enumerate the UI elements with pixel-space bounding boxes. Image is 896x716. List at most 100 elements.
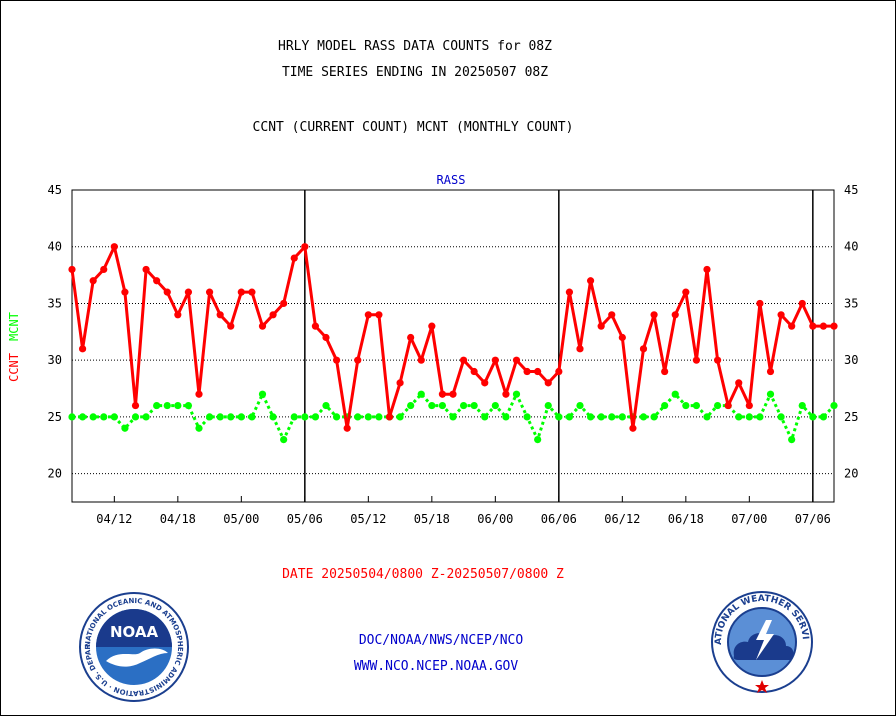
y-tick-label-left: 30 [48,353,62,367]
data-point-mcnt [819,413,828,421]
data-point-mcnt [830,401,838,410]
data-point-mcnt [618,413,626,421]
data-point-ccnt [290,254,298,262]
data-point-ccnt [629,424,637,432]
data-point-ccnt [459,356,468,364]
data-point-ccnt [438,390,447,398]
data-point-mcnt [417,390,425,398]
y-axis-label-ccnt: CCNT [7,353,21,382]
data-point-ccnt [184,288,193,296]
data-point-ccnt [597,322,605,330]
data-point-ccnt [576,345,584,353]
data-point-ccnt [407,333,415,342]
data-point-mcnt [481,413,489,421]
nws-star-icon [755,680,769,693]
data-point-mcnt [258,390,267,398]
data-point-ccnt [735,379,743,387]
y-tick-label-right: 25 [844,410,858,424]
data-point-mcnt [375,413,383,421]
data-point-mcnt [110,413,118,421]
data-point-ccnt [174,311,182,319]
data-point-ccnt [491,356,499,364]
y-tick-label-left: 20 [48,467,62,481]
data-point-mcnt [713,401,722,410]
data-point-ccnt [78,345,87,353]
nws-logo-icon: NATIONAL WEATHER SERVICE [710,590,813,693]
data-point-mcnt [534,436,542,444]
chart-title-line2: TIME SERIES ENDING IN 20250507 08Z [281,65,549,80]
data-point-mcnt [798,401,806,410]
x-tick-label: 05/18 [414,512,450,526]
data-point-mcnt [650,413,658,421]
data-point-ccnt [703,265,711,274]
data-point-mcnt [502,413,510,421]
data-point-mcnt [301,413,309,421]
data-point-ccnt [544,379,552,387]
series-layer [68,243,838,444]
data-point-mcnt [470,401,478,410]
x-tick-label: 05/06 [287,512,323,526]
data-point-ccnt [68,265,76,274]
y-axis-label: CCNT MCNT [7,312,21,382]
data-point-mcnt [354,413,362,421]
data-point-ccnt [280,299,288,308]
data-point-mcnt [184,401,193,410]
series-title: RASS [437,173,466,187]
data-point-ccnt [89,277,97,285]
data-point-mcnt [428,401,436,410]
data-point-ccnt [258,322,267,330]
x-tick-label: 06/12 [604,512,640,526]
data-point-ccnt [470,367,478,376]
data-point-ccnt [121,288,129,296]
data-point-mcnt [280,436,288,444]
data-point-mcnt [89,413,97,421]
data-point-mcnt [512,390,521,398]
data-point-ccnt [354,356,362,364]
y-tick-label-left: 40 [48,240,62,254]
data-point-mcnt [364,413,372,421]
data-point-ccnt [322,333,330,342]
data-point-mcnt [777,413,785,421]
data-point-ccnt [608,311,616,319]
data-point-mcnt [396,413,404,421]
data-point-mcnt [68,413,76,421]
data-point-ccnt [798,299,806,308]
data-point-mcnt [449,413,457,421]
data-point-ccnt [248,288,256,296]
data-point-ccnt [332,356,341,364]
y-tick-label-left: 45 [48,183,62,197]
data-point-ccnt [449,390,457,398]
data-point-mcnt [491,401,499,410]
data-point-ccnt [269,311,277,319]
data-point-mcnt [555,413,563,421]
data-point-mcnt [195,424,203,432]
data-point-ccnt [195,390,203,398]
data-point-ccnt [502,390,510,398]
data-point-mcnt [407,401,415,410]
noaa-logo-text: NOAA [110,623,159,641]
data-point-mcnt [692,401,701,410]
x-tick-label: 06/00 [477,512,513,526]
data-point-mcnt [322,401,330,410]
data-point-ccnt [142,265,150,274]
data-point-ccnt [481,379,489,387]
data-point-mcnt [121,424,129,432]
footer-org-path: DOC/NOAA/NWS/NCEP/NCO [358,633,524,648]
data-point-ccnt [809,322,817,330]
data-point-mcnt [459,401,468,410]
footer-website-link[interactable]: WWW.NCO.NCEP.NOAA.GOV [353,659,519,674]
data-point-ccnt [523,367,531,376]
chart-title-line1: HRLY MODEL RASS DATA COUNTS for 08Z [278,39,552,54]
data-point-ccnt [512,356,521,364]
data-point-ccnt [618,333,626,342]
data-point-ccnt [788,322,796,330]
data-point-mcnt [788,436,796,444]
data-point-mcnt [227,413,235,421]
data-point-ccnt [745,401,753,410]
series-mcnt [68,390,838,444]
data-point-ccnt [830,322,838,330]
data-point-ccnt [819,322,828,330]
y-tick-label-left: 35 [48,296,62,310]
data-point-ccnt [586,277,595,285]
data-point-ccnt [153,277,161,285]
